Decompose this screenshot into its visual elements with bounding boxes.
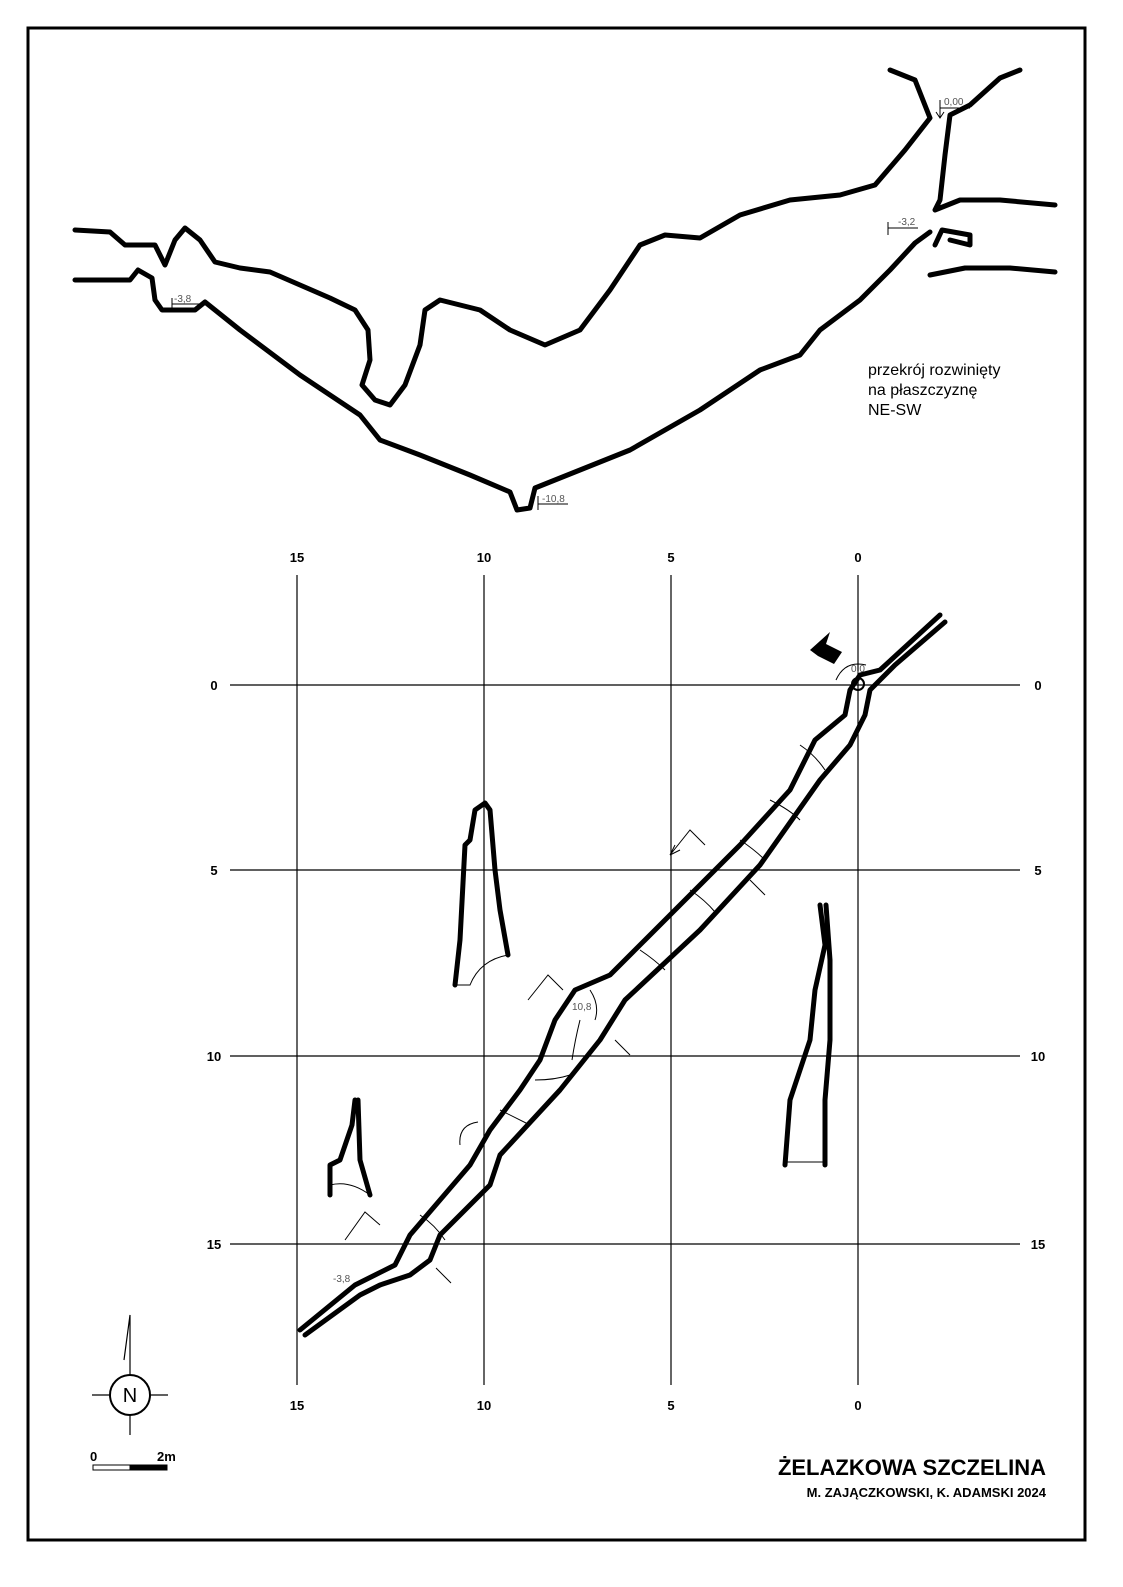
grid-label: 15 xyxy=(290,1398,304,1413)
grid-label: 15 xyxy=(207,1237,221,1252)
grid-label: 0 xyxy=(1034,678,1041,693)
plan: 0,0 10,8 -3,8 xyxy=(297,612,948,1338)
depth-label: -3,8 xyxy=(174,294,192,305)
grid-label: 10 xyxy=(477,550,491,565)
depth-label: 0,0 xyxy=(851,664,865,675)
depth-label: -3,2 xyxy=(898,217,916,228)
grid-label: 10 xyxy=(1031,1049,1045,1064)
profile-wall xyxy=(932,227,973,248)
grid-label: 5 xyxy=(667,550,674,565)
description: przekrój rozwinięty xyxy=(868,362,1000,379)
cross-section xyxy=(327,1097,373,1198)
profile-wall xyxy=(72,67,933,408)
profile-wall xyxy=(72,229,933,513)
scale-label: 0 xyxy=(90,1449,97,1464)
grid-label: 0 xyxy=(210,678,217,693)
plan-wall xyxy=(302,619,948,1338)
description: NE-SW xyxy=(868,402,922,419)
profile: 0,00 -3,2 -3,8 -10,8 przekrój rozwinięty… xyxy=(72,67,1058,513)
north-label: N xyxy=(123,1385,137,1407)
grid-label: 5 xyxy=(667,1398,674,1413)
grid-label: 0 xyxy=(854,1398,861,1413)
scale-label: 2m xyxy=(157,1449,176,1464)
authors: M. ZAJĄCZKOWSKI, K. ADAMSKI 2024 xyxy=(807,1485,1047,1500)
grid-label: 10 xyxy=(477,1398,491,1413)
title: ŻELAZKOWA SZCZELINA xyxy=(778,1455,1046,1480)
grid: 15 15 10 10 5 5 0 0 0 0 5 5 10 10 15 15 xyxy=(207,550,1045,1413)
depth-label: -3,8 xyxy=(333,1274,351,1285)
grid-label: 10 xyxy=(207,1049,221,1064)
grid-label: 15 xyxy=(1031,1237,1045,1252)
grid-label: 15 xyxy=(290,550,304,565)
depth-label: 10,8 xyxy=(572,1002,592,1013)
grid-label: 5 xyxy=(210,863,217,878)
entrance-arrow xyxy=(810,632,842,664)
north-arrow: N xyxy=(92,1314,168,1435)
grid-label: 5 xyxy=(1034,863,1041,878)
profile-wall xyxy=(932,67,1058,213)
description: na płaszczyznę xyxy=(868,382,977,399)
scale-bar: 0 2m xyxy=(90,1449,176,1471)
depth-label: 0,00 xyxy=(944,97,964,108)
plan-wall xyxy=(297,612,943,1333)
entrance-point xyxy=(851,677,865,691)
profile-wall xyxy=(927,265,1058,278)
grid-label: 0 xyxy=(854,550,861,565)
cross-section xyxy=(782,902,833,1168)
depth-label: -10,8 xyxy=(542,494,565,505)
frame xyxy=(26,26,1087,1542)
cross-section xyxy=(452,800,511,988)
